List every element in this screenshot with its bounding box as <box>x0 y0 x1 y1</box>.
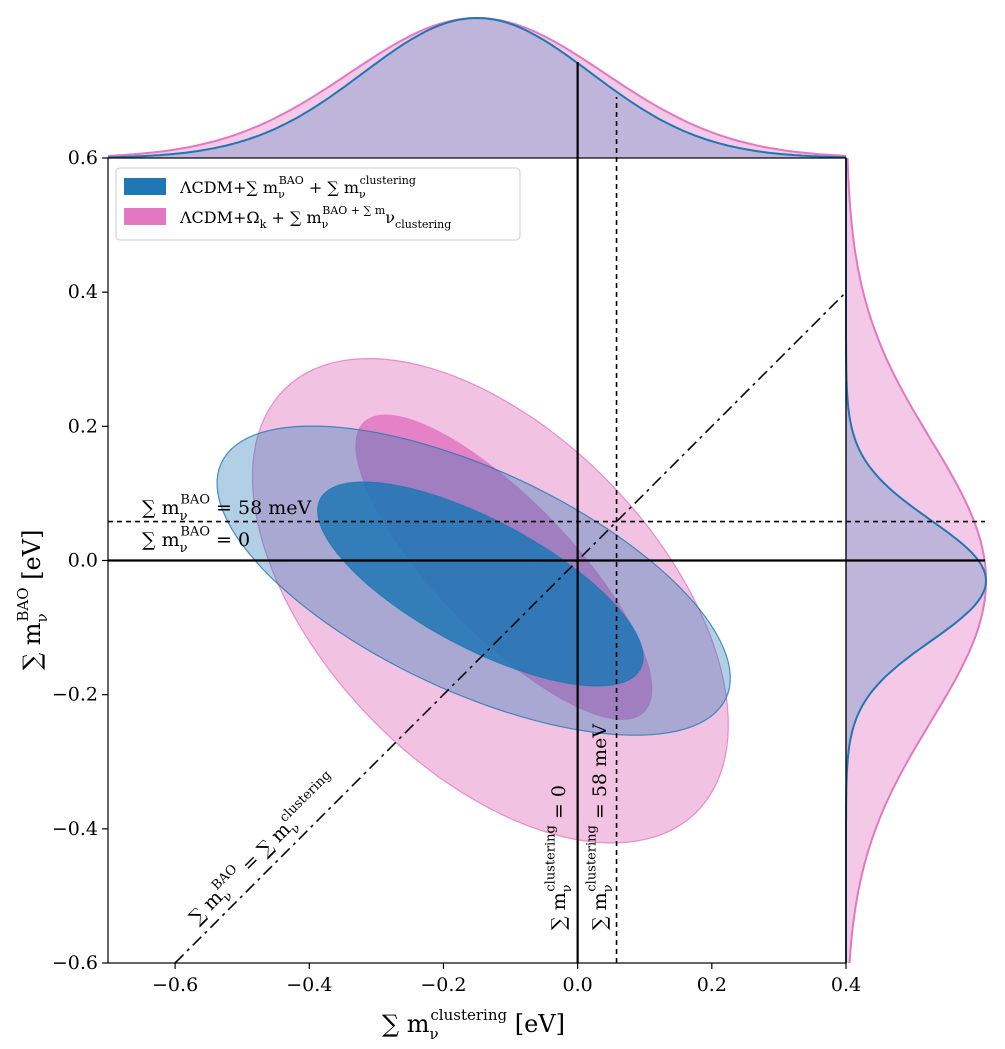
label-bao-58mev: ∑ mνBAO​ = 58 meV <box>142 493 311 524</box>
x-tick-label: 0.4 <box>831 974 861 996</box>
axis-labels: ∑ mνclustering​ [eV] ∑ mνBAO​ [eV] <box>14 530 565 1043</box>
x-tick-label: 0.2 <box>697 974 727 996</box>
top-marginal-fill <box>108 18 846 158</box>
legend-label: ΛCDM+∑ mνBAO​ + ∑ mνclustering​ <box>179 174 416 201</box>
contour-layer <box>216 357 731 844</box>
refline-diagonal-dashdot <box>174 291 847 964</box>
y-tick-label: 0.0 <box>68 550 98 572</box>
y-tick-label: −0.4 <box>52 818 98 840</box>
y-tick-label: 0.2 <box>68 415 98 437</box>
top-marginal-fill <box>108 18 846 158</box>
label-clustering-zero: ∑ mνclustering​ = 0 <box>544 785 575 930</box>
top-marginal-curve <box>107 16 847 159</box>
label-diagonal: ∑ mνBAO​ = ∑ mνclustering​ <box>182 768 346 932</box>
top-marginal-plot <box>107 16 847 159</box>
legend-box <box>115 167 521 241</box>
legend-swatch <box>124 178 166 195</box>
legend-swatch <box>124 208 166 225</box>
x-axis-label: ∑ mνclustering​ [eV] <box>382 1006 565 1043</box>
contour-68-blue <box>317 481 644 687</box>
x-tick-label: −0.6 <box>152 974 198 996</box>
legend-label: ΛCDM+Ωk​ + ∑ mνBAO + ∑ m​νclustering​ <box>179 204 451 231</box>
main-plot-area: −0.6 −0.4 −0.2 0.0 0.2 0.4 −0.6 −0.4 −0.2 0.0 0.2… <box>52 62 985 996</box>
y-axis-ticks: −0.6 −0.4 −0.2 0.0 0.2 0.4 0.6 <box>52 147 108 974</box>
x-tick-label: −0.2 <box>420 974 466 996</box>
legend: ΛCDM+∑ mνBAO​ + ∑ mνclustering​ ΛCDM+Ωk​ … <box>115 167 521 241</box>
label-clustering-58mev: ∑ mνclustering​ = 58 meV <box>585 724 616 930</box>
y-tick-label: 0.4 <box>68 281 98 303</box>
x-tick-label: 0.0 <box>563 974 593 996</box>
y-tick-label: −0.6 <box>52 952 98 974</box>
y-tick-label: −0.2 <box>52 684 98 706</box>
label-bao-zero: ∑ mνBAO​ = 0 <box>142 525 250 556</box>
x-axis-ticks: −0.6 −0.4 −0.2 0.0 0.2 0.4 <box>152 963 861 996</box>
y-tick-label: 0.6 <box>68 147 98 169</box>
x-tick-label: −0.4 <box>286 974 332 996</box>
y-axis-label: ∑ mνBAO​ [eV] <box>14 530 51 670</box>
reference-lines <box>108 62 985 964</box>
